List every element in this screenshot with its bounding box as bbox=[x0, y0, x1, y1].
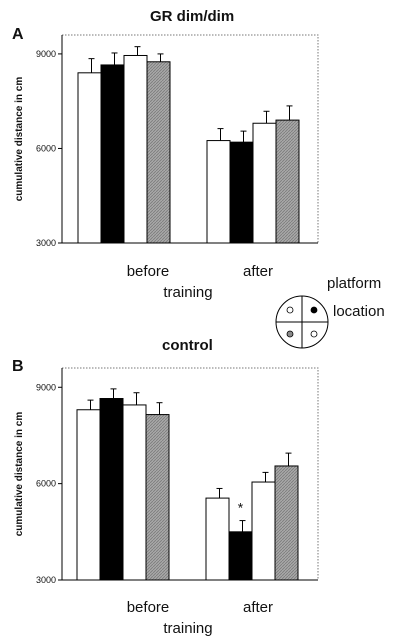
legend-dot-top-right bbox=[310, 306, 318, 314]
panel-a-bar-after-1 bbox=[206, 140, 231, 244]
panel-b-ytick-label-6000: 6000 bbox=[36, 479, 56, 489]
legend-dot-bottom-right bbox=[310, 330, 318, 338]
panel-a-category-after: after bbox=[243, 263, 273, 280]
panel-a-letter: A bbox=[12, 26, 24, 43]
panel-b-bar-after-4 bbox=[274, 465, 299, 581]
panel-b-y-axis-label: cumulative distance in cm bbox=[14, 412, 25, 537]
panel-b-ytick-label-3000: 3000 bbox=[36, 575, 56, 585]
panel-a-bar-after-2 bbox=[229, 141, 254, 244]
panel-a-ytick-label-6000: 6000 bbox=[36, 143, 56, 153]
panel-a-category-before: before bbox=[127, 263, 170, 280]
legend-dot-bottom-left bbox=[286, 330, 294, 338]
panel-a-bar-before-3 bbox=[123, 54, 148, 244]
panel-b-frame bbox=[62, 367, 319, 580]
panel-a-bar-before-2 bbox=[100, 64, 125, 244]
panel-a-frame bbox=[62, 34, 319, 243]
panel-b-bar-before-4 bbox=[145, 414, 170, 581]
panel-b-bar-before-2 bbox=[99, 398, 124, 581]
panel-b-category-after: after bbox=[243, 599, 273, 616]
panel-a-bar-before-1 bbox=[77, 72, 102, 244]
panel-b-bar-before-3 bbox=[122, 404, 147, 581]
panel-b-ytick-label-9000: 9000 bbox=[36, 382, 56, 392]
panel-b-bar-after-3 bbox=[251, 481, 276, 581]
legend-platform-label: platform bbox=[327, 275, 382, 292]
panel-a-bar-before-4 bbox=[146, 61, 171, 244]
panel-a-x-axis-label: training bbox=[163, 284, 212, 301]
panel-a-title: GR dim/dim bbox=[150, 8, 235, 25]
panel-b-letter: B bbox=[12, 358, 24, 375]
panel-b-bar-after-2 bbox=[228, 531, 253, 581]
panel-b-category-before: before bbox=[127, 599, 170, 616]
panel-b-significance-marker: * bbox=[238, 500, 244, 516]
panel-b-bar-after-1 bbox=[205, 497, 230, 581]
panel-a-ytick-label-9000: 9000 bbox=[36, 49, 56, 59]
panel-b-x-axis-label: training bbox=[163, 620, 212, 637]
legend-dot-top-left bbox=[286, 306, 294, 314]
panel-a-bar-after-3 bbox=[252, 122, 277, 244]
panel-a-bar-after-4 bbox=[275, 119, 300, 244]
panel-b-title: control bbox=[162, 337, 213, 354]
panel-b-bar-before-1 bbox=[76, 409, 101, 581]
panel-a-ytick-label-3000: 3000 bbox=[36, 238, 56, 248]
panel-a-y-axis-label: cumulative distance in cm bbox=[14, 77, 25, 202]
legend-location-label: location bbox=[333, 303, 385, 320]
